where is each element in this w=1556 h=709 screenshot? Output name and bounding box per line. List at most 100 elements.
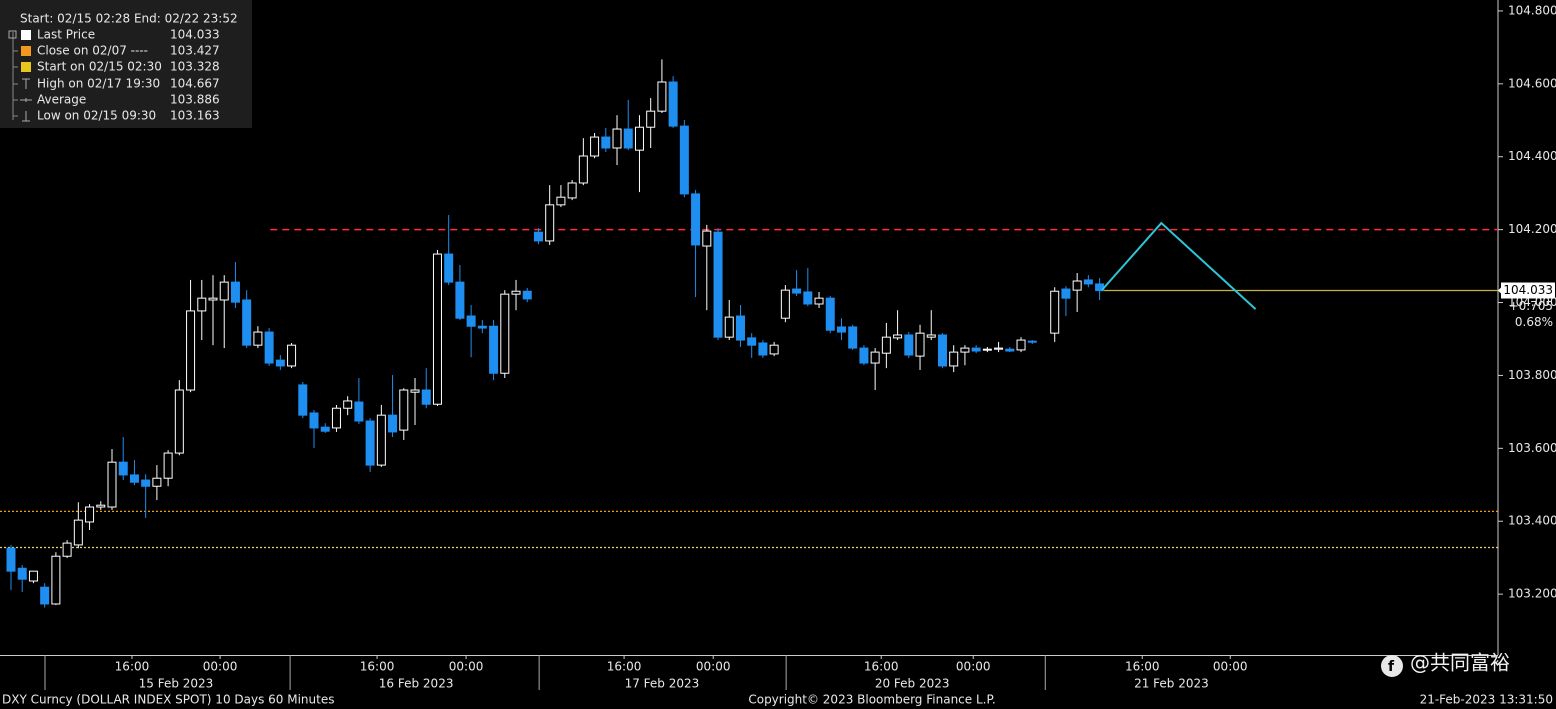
annotation-path — [1101, 221, 1257, 310]
date-label: 16 Feb 2023 — [379, 677, 454, 691]
candle-body — [926, 334, 936, 338]
x-tick-label: 16:00 — [1125, 660, 1160, 674]
candle-body — [634, 126, 644, 151]
date-label: 15 Feb 2023 — [139, 677, 214, 691]
watermark-logo-f: f — [1388, 659, 1395, 675]
last-price-box — [1501, 282, 1555, 299]
candle-body — [107, 461, 117, 508]
candle-body — [489, 325, 499, 374]
legend-swatch — [21, 62, 31, 72]
candle-body — [62, 542, 72, 557]
candle-body — [567, 182, 577, 199]
legend-value: 103.427 — [170, 44, 220, 58]
candle-body — [1072, 280, 1082, 291]
candle-body — [320, 426, 330, 432]
watermark-group: f @共同富裕 — [1381, 651, 1510, 677]
candle-body — [982, 348, 992, 351]
candle-body — [971, 347, 981, 352]
last-change-pct: 0.68% — [1515, 315, 1553, 329]
candle-body — [275, 359, 285, 367]
candle-body — [769, 344, 779, 355]
candle-body — [836, 326, 846, 333]
candle-body — [1061, 288, 1071, 299]
legend-box — [0, 0, 252, 128]
candle-body — [421, 389, 431, 405]
legend-value: 103.163 — [170, 109, 220, 123]
candle-body — [792, 288, 802, 294]
candle-body — [287, 344, 297, 367]
candle-body — [410, 389, 420, 393]
last-price-label: 104.033 — [1503, 283, 1553, 297]
candle-body — [848, 326, 858, 349]
candle-body — [28, 570, 38, 582]
candle-body — [713, 231, 723, 338]
candle-body — [825, 297, 835, 331]
candle-body — [230, 281, 240, 303]
legend-icon-high — [22, 78, 30, 89]
x-tick-label: 16:00 — [360, 660, 395, 674]
candle-body — [870, 351, 880, 364]
candle-body — [40, 586, 50, 605]
candle-body — [129, 474, 139, 483]
x-tick-label: 16:00 — [864, 660, 899, 674]
candle-body — [735, 315, 745, 341]
x-tick-label: 00:00 — [1213, 660, 1248, 674]
y-tick-label: 104.200 — [1508, 222, 1556, 236]
candle-body — [556, 196, 566, 206]
candle-body — [354, 401, 364, 422]
y-tick-label: 103.200 — [1508, 587, 1556, 601]
watermark-logo — [1381, 655, 1403, 677]
candle-body — [197, 297, 207, 312]
legend-label: Close on 02/07 ---- — [37, 44, 148, 58]
candle-body — [904, 334, 914, 356]
legend-title: Start: 02/15 02:28 End: 02/22 23:52 — [20, 12, 238, 26]
candle-body — [511, 290, 521, 295]
candle-body — [264, 331, 274, 364]
candle-body — [96, 504, 106, 508]
candle-body — [803, 291, 813, 305]
legend-label: Last Price — [37, 28, 95, 42]
candle-body — [960, 347, 970, 353]
footer-right: 21-Feb-2023 13:31:50 — [1420, 693, 1553, 707]
y-tick-label: 103.800 — [1508, 368, 1556, 382]
candle-body — [219, 281, 229, 301]
candle-body — [949, 351, 959, 367]
footer-left: DXY Curncy (DOLLAR INDEX SPOT) 10 Days 6… — [2, 693, 334, 707]
x-tick-label: 00:00 — [449, 660, 484, 674]
legend-swatch — [21, 30, 31, 40]
candle-body — [691, 193, 701, 246]
candle-body — [152, 477, 162, 487]
candle-body — [780, 289, 790, 319]
candle-body — [242, 299, 252, 346]
candle-body — [590, 136, 600, 157]
candle-body — [937, 334, 947, 367]
footer-center: Copyright© 2023 Bloomberg Finance L.P. — [748, 693, 995, 707]
legend-label: Low on 02/15 09:30 — [37, 109, 156, 123]
candle-body — [51, 555, 61, 605]
legend-label: Average — [37, 93, 86, 107]
candle-body — [724, 316, 734, 338]
legend-value: 103.328 — [170, 60, 220, 74]
x-tick-label: 16:00 — [607, 660, 642, 674]
date-label: 20 Feb 2023 — [875, 677, 950, 691]
legend-label: Start on 02/15 02:30 — [37, 60, 162, 74]
candle-body — [163, 452, 173, 479]
candle-body — [1050, 290, 1060, 334]
candle-body — [118, 461, 128, 476]
candle-body — [6, 547, 16, 572]
x-tick-label: 16:00 — [115, 660, 150, 674]
y-tick-label: 103.400 — [1508, 514, 1556, 528]
candle-body — [646, 110, 656, 128]
candle-body — [522, 290, 532, 300]
date-label: 17 Feb 2023 — [625, 677, 700, 691]
candle-body — [432, 253, 442, 405]
y-tick-label: 104.400 — [1508, 149, 1556, 163]
candle-body — [331, 407, 341, 429]
candle-body — [601, 136, 611, 149]
candle-body — [1083, 279, 1093, 285]
legend-value: 104.667 — [170, 77, 220, 91]
candle-body — [477, 325, 487, 329]
candle-body — [578, 155, 588, 184]
candle-body — [533, 231, 543, 242]
